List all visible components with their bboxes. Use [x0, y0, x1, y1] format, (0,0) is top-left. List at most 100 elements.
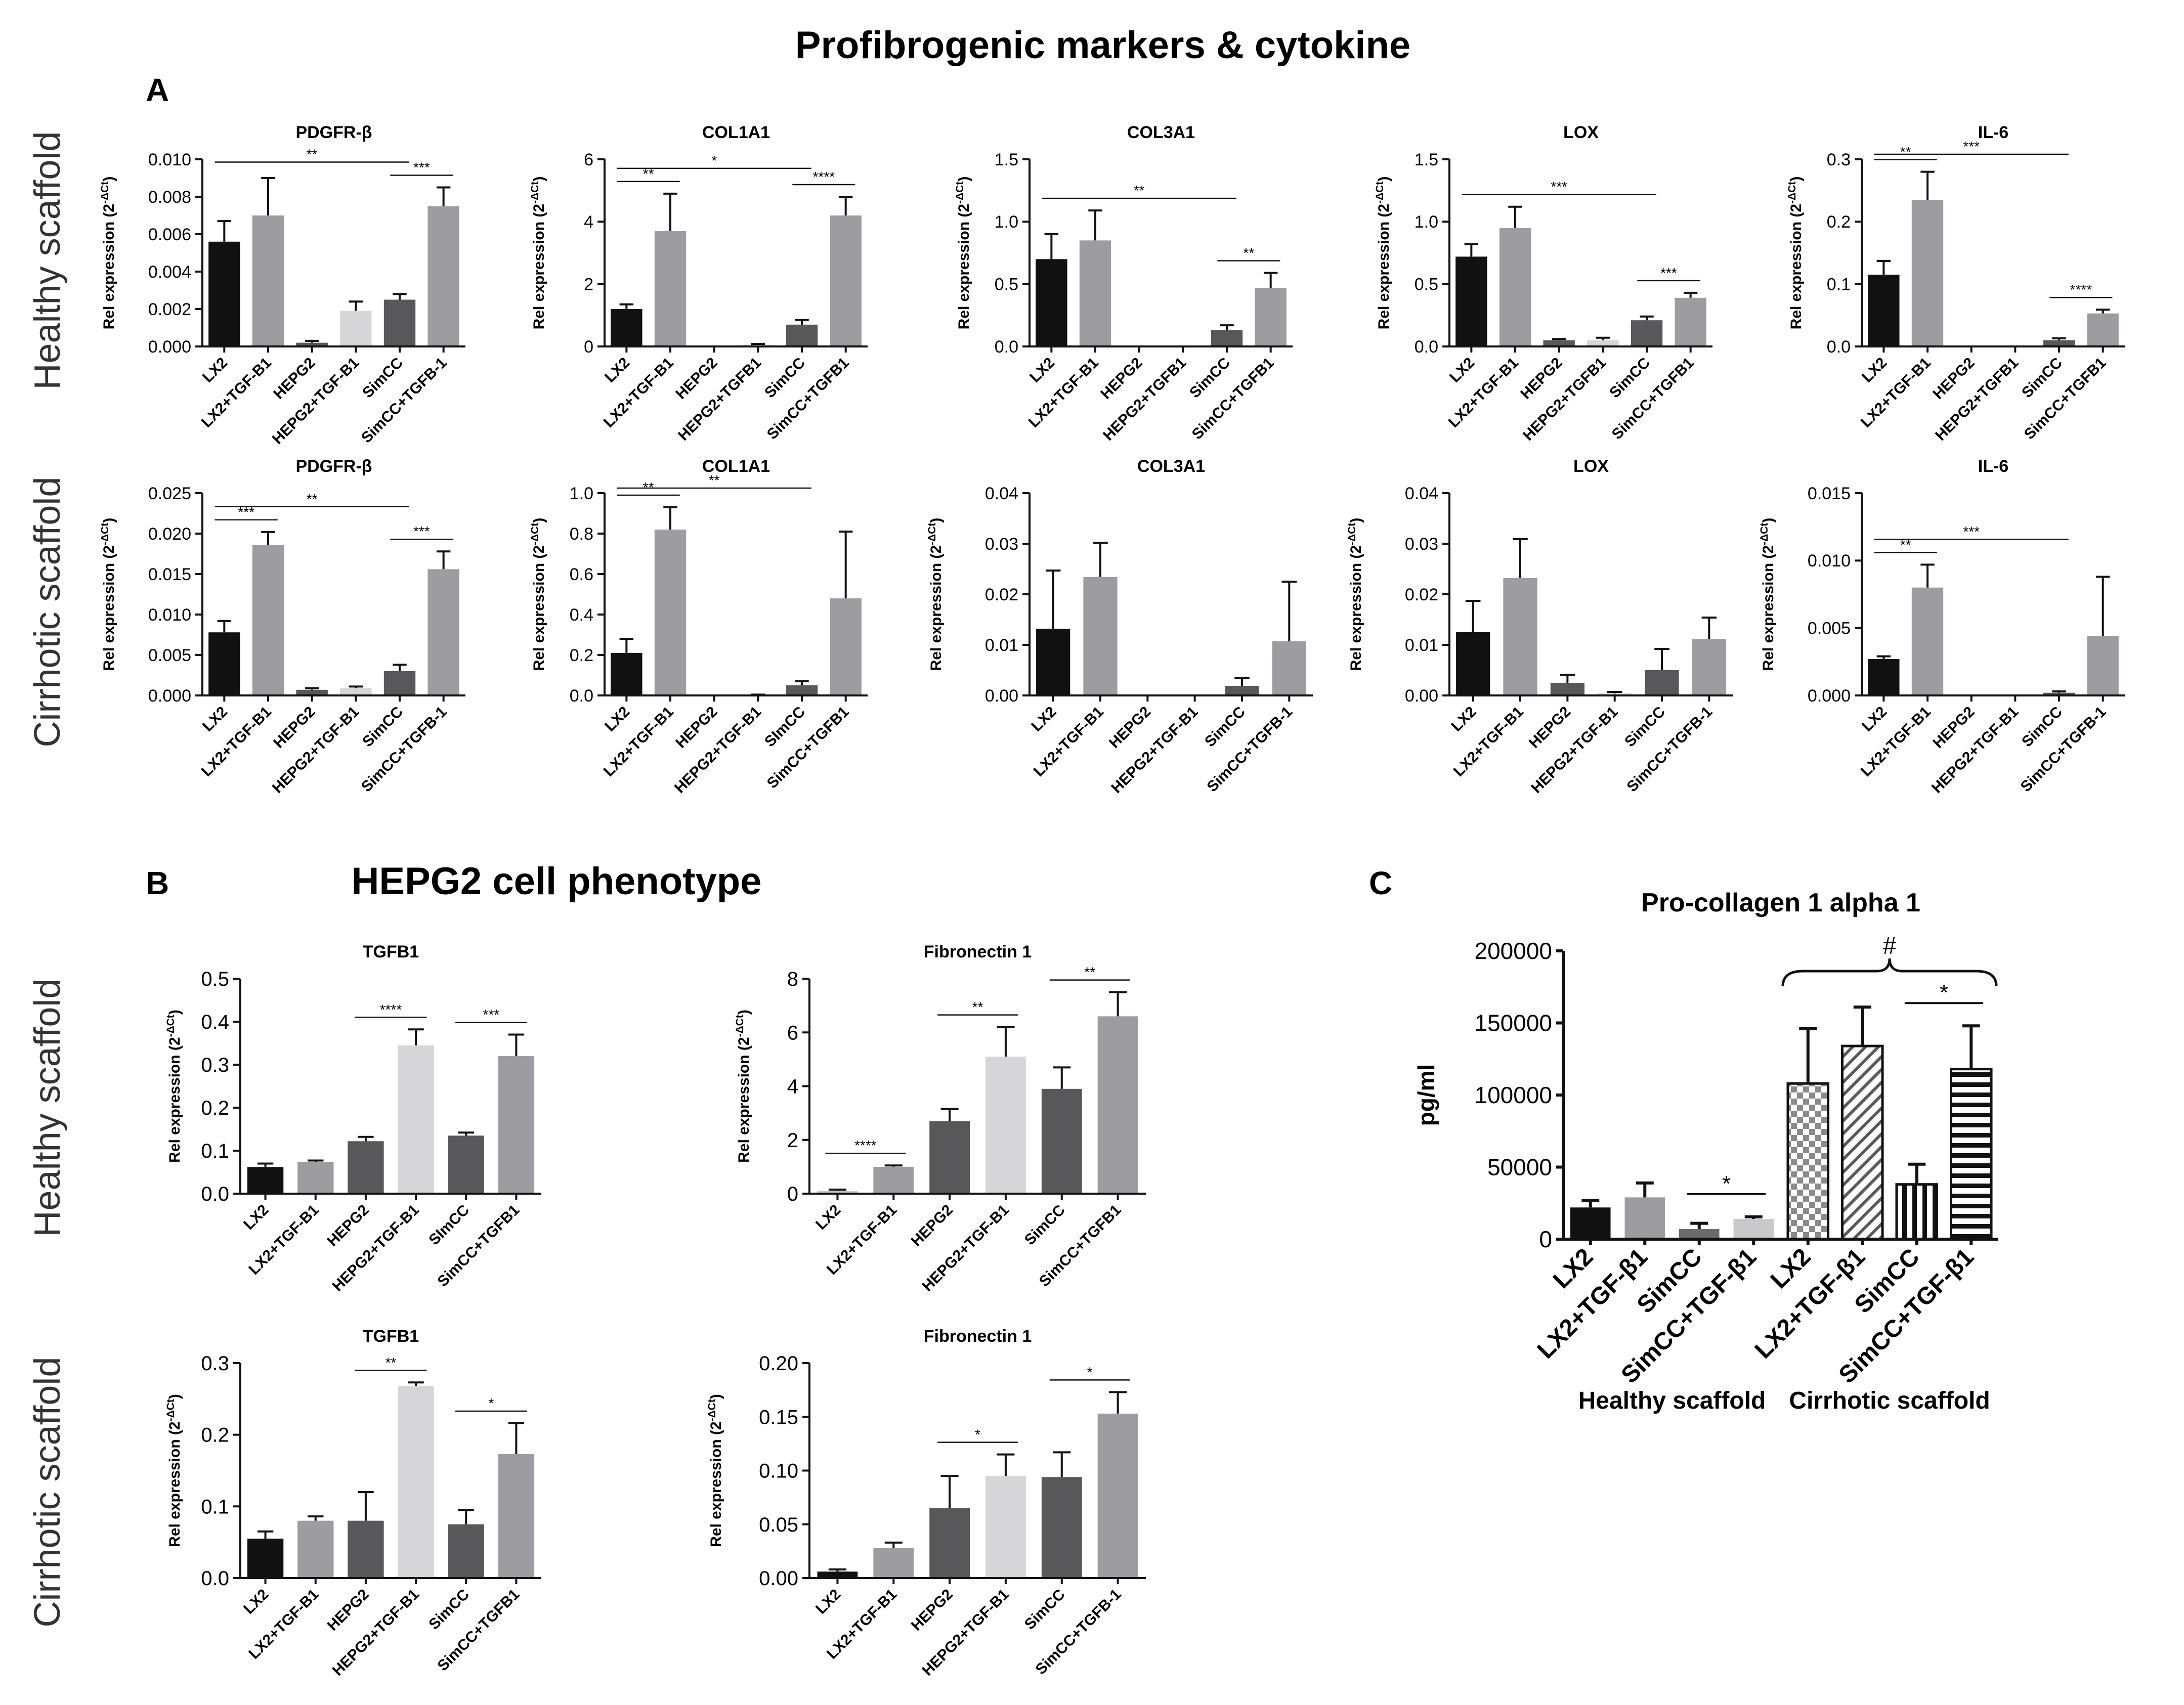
- y-tick-label: 0.10: [759, 1460, 798, 1482]
- y-axis-label: Rel expression (2-ΔCt): [926, 518, 945, 671]
- significance-label: **: [1243, 245, 1254, 260]
- significance-label: **: [1134, 183, 1145, 198]
- y-tick-label: 0.04: [985, 484, 1018, 503]
- y-tick-label: 0.015: [148, 565, 191, 584]
- bar: [448, 1135, 484, 1194]
- chart-title: LOX: [1573, 457, 1609, 476]
- y-tick-label: 0.0: [1827, 337, 1851, 357]
- bar: [1868, 659, 1900, 695]
- y-tick-label: 1.0: [995, 212, 1018, 232]
- y-tick-label: 0.00: [985, 686, 1018, 706]
- y-tick-label: 0.2: [201, 1097, 229, 1119]
- y-tick-label: 0.20: [759, 1352, 798, 1375]
- category-label: LX2: [199, 704, 231, 735]
- y-tick-label: 1.5: [995, 150, 1018, 169]
- significance-label: ****: [380, 1001, 402, 1017]
- y-tick-label: 0.5: [995, 275, 1018, 294]
- significance-label: ***: [413, 160, 430, 176]
- chart-title: Fibronectin 1: [924, 1327, 1032, 1346]
- bar: [398, 1045, 434, 1194]
- chart-A_h_col3a1: COL3A1 0.0 0.5 1.0 1.5 Rel expression (2-ΔCt)…: [954, 123, 1293, 444]
- y-tick-label: 0.00: [1405, 686, 1438, 706]
- chart-title: COL3A1: [1127, 123, 1195, 142]
- y-tick-label: 0.01: [1405, 636, 1438, 655]
- bar: [1036, 629, 1070, 695]
- category-label: LX2: [1028, 704, 1059, 735]
- chart-A_c_il6: IL-6 0.000 0.005 0.010 0.015 Rel expression (…: [1759, 457, 2125, 797]
- significance-label: ****: [2070, 282, 2092, 297]
- bar: [247, 1167, 284, 1194]
- y-tick-label: 1.0: [1415, 212, 1438, 232]
- bar: [2087, 313, 2119, 346]
- significance-label: **: [643, 479, 654, 495]
- significance-label: **: [307, 491, 318, 507]
- category-label: LX2: [1026, 355, 1058, 386]
- category-label: HEPG2+TGFB1: [675, 355, 764, 444]
- bar: [1675, 297, 1706, 346]
- y-tick-label: 100000: [1475, 1082, 1553, 1108]
- category-label: HEPG2: [1106, 704, 1154, 752]
- significance-label: *: [1087, 1364, 1093, 1380]
- significance-label: ***: [1551, 179, 1567, 195]
- significance-label: **: [972, 999, 983, 1015]
- bar: [1083, 577, 1118, 695]
- chart-C_procol: Pro-collagen 1 alpha 1 0 50000 100000 150000…: [1413, 888, 1998, 1414]
- y-tick-label: 0.1: [1827, 275, 1851, 294]
- chart-title: PDGFR-β: [295, 457, 372, 476]
- bar: [1097, 1413, 1138, 1578]
- bar: [1587, 340, 1619, 346]
- y-axis-label: Rel expression (2-ΔCt): [734, 1010, 753, 1163]
- y-tick-label: 1.0: [570, 484, 593, 503]
- bar: [1255, 288, 1287, 346]
- bar: [1911, 587, 1944, 695]
- significance-label: ****: [813, 169, 835, 185]
- y-tick-label: 0.0: [995, 337, 1018, 357]
- bar: [1570, 1207, 1611, 1239]
- bar: [348, 1141, 384, 1194]
- y-tick-label: 0.6: [570, 565, 593, 584]
- y-tick-label: 200000: [1475, 938, 1553, 964]
- row-label-b-cirrhotic: Cirrhotic scaffold: [27, 1357, 68, 1628]
- y-tick-label: 0.025: [148, 484, 191, 503]
- category-label: SimCC+TGFB1: [1189, 355, 1277, 443]
- bar: [1868, 275, 1900, 346]
- category-label: SimCC+TGFB1: [764, 704, 852, 792]
- category-label: SimCC: [1021, 1586, 1068, 1633]
- y-tick-label: 0.008: [148, 188, 191, 207]
- category-label: SimCC: [425, 1586, 473, 1633]
- bar: [383, 299, 416, 346]
- y-tick-label: 2: [584, 275, 593, 294]
- bar: [1211, 330, 1243, 346]
- significance-label: **: [1900, 537, 1911, 552]
- category-label: LX2: [812, 1586, 844, 1617]
- bar: [1503, 578, 1537, 695]
- bar: [654, 530, 687, 695]
- bar: [340, 688, 372, 695]
- y-tick-label: 0.0: [1415, 337, 1438, 357]
- y-tick-label: 1.5: [1415, 150, 1438, 169]
- row-label-a-cirrhotic: Cirrhotic scaffold: [27, 477, 68, 748]
- y-axis-label: Rel expression (2-ΔCt): [99, 518, 118, 671]
- chart-B_c_fn1: Fibronectin 1 0.00 0.05 0.10 0.15 0.20 Rel exp…: [706, 1327, 1146, 1679]
- bar: [296, 342, 328, 346]
- bar: [611, 653, 643, 695]
- y-tick-label: 0.2: [570, 646, 593, 665]
- bar: [1456, 632, 1490, 695]
- y-tick-label: 0: [584, 337, 593, 357]
- category-label: LX2: [1448, 704, 1479, 735]
- y-axis-label: pg/ml: [1413, 1064, 1439, 1126]
- significance-label: *: [1722, 1171, 1731, 1196]
- significance-label: ***: [483, 1007, 499, 1023]
- bar: [383, 671, 416, 695]
- category-label: HEPG2+TGFB1: [1100, 355, 1189, 444]
- y-tick-label: 0.3: [201, 1352, 229, 1375]
- page-title: Profibrogenic markers & cytokine: [795, 24, 1410, 67]
- bar: [929, 1121, 970, 1194]
- bar: [1840, 1044, 1884, 1241]
- y-tick-label: 0.015: [1808, 484, 1851, 503]
- bar: [1272, 641, 1306, 695]
- bar: [1550, 683, 1585, 695]
- bar: [1225, 686, 1259, 695]
- group-bracket: [1781, 958, 1998, 987]
- y-tick-label: 0.020: [148, 524, 191, 544]
